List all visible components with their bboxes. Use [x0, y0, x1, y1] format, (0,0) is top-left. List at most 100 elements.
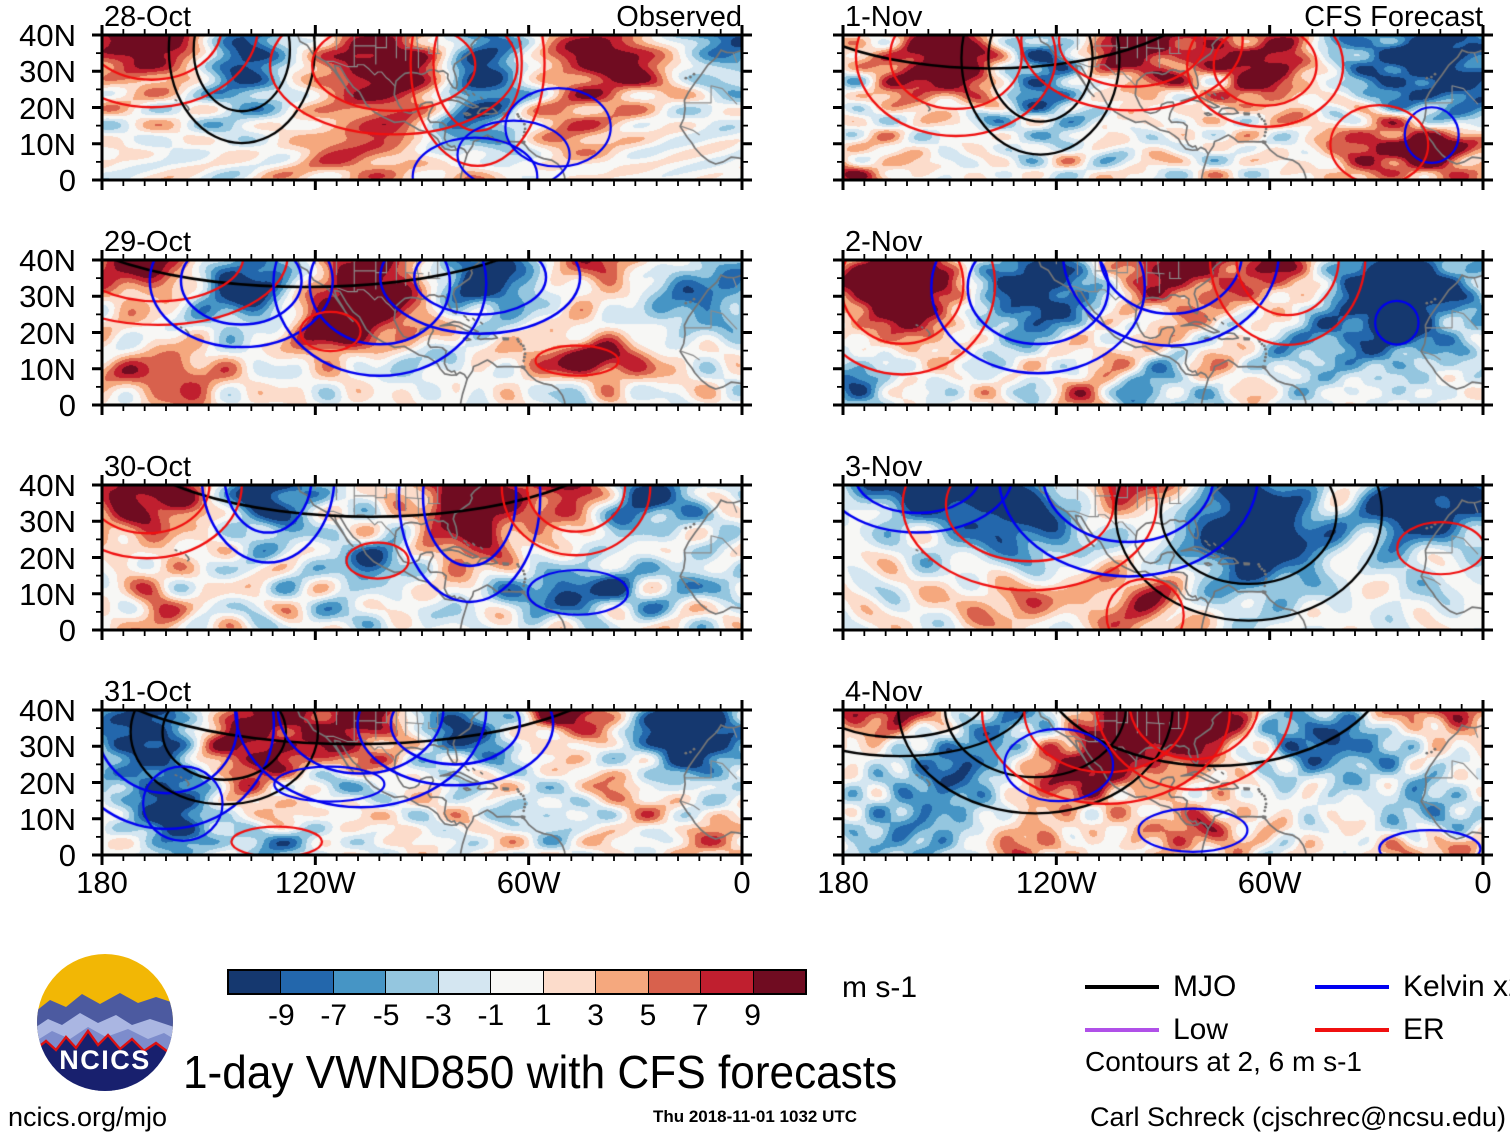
colorbar-tick-label: -1: [477, 999, 505, 1032]
legend-label-low: Low: [1173, 1013, 1229, 1046]
colorbar-tick-label: -9: [268, 999, 295, 1032]
y-axis-tick-label: 10N: [19, 576, 76, 612]
x-axis-tick-label: 120W: [274, 865, 356, 900]
colorbar-unit-label: m s-1: [842, 971, 917, 1004]
y-axis-tick-label: 10N: [19, 126, 76, 162]
panel-frame-ticks: [92, 250, 752, 415]
map-canvas-2-nov: [843, 260, 1483, 405]
map-panel-4-nov: 4-Nov: [833, 677, 1493, 865]
colorbar-cell: [438, 971, 492, 993]
colorbar-cell: [491, 971, 544, 993]
panel-frame-ticks: [833, 250, 1493, 415]
panel-date-label: 2-Nov: [845, 226, 923, 258]
x-axis-tick-label: 0: [733, 865, 751, 900]
y-axis-tick-label: 20N: [19, 315, 76, 351]
y-axis-tick-label: 0: [58, 838, 76, 873]
panel-frame-ticks: [833, 25, 1493, 190]
colorbar-cell: [281, 971, 334, 993]
y-axis-tick-label: 40N: [19, 243, 76, 278]
er-line-swatch: [1315, 1028, 1389, 1032]
y-axis-tick-label: 0: [58, 163, 76, 198]
panel-frame-ticks: [92, 700, 752, 865]
map-canvas-30-oct: [102, 485, 742, 630]
panel-date-label: 1-Nov: [845, 1, 923, 33]
map-canvas-3-nov: [843, 485, 1483, 630]
y-axis-tick-label: 40N: [19, 468, 76, 503]
map-panel-1-nov: 1-Nov CFS Forecast: [833, 2, 1493, 190]
colorbar-tick-label: -3: [425, 999, 452, 1032]
panel-source-tag: CFS Forecast: [1304, 1, 1483, 33]
x-axis-tick-label: 60W: [496, 865, 561, 900]
panel-frame-ticks: [92, 25, 752, 190]
colorbar-cell: [229, 971, 282, 993]
y-axis-tick-label: 40N: [19, 693, 76, 728]
y-axis-tick-label: 30N: [19, 54, 76, 90]
colorbar-tick-label: 9: [744, 999, 761, 1032]
colorbar-cell: [648, 971, 702, 993]
map-canvas-29-oct: [102, 260, 742, 405]
kelvin-line-swatch: [1315, 985, 1389, 989]
timestamp: Thu 2018-11-01 1032 UTC: [652, 1107, 858, 1126]
y-axis-tick-label: 20N: [19, 540, 76, 576]
map-panel-29-oct: 29-Oct: [92, 227, 752, 415]
y-axis-tick-label: 40N: [19, 18, 76, 53]
map-canvas-28-oct: [102, 35, 742, 180]
map-panel-30-oct: 30-Oct: [92, 452, 752, 640]
y-axis-tick-label: 20N: [19, 90, 76, 126]
panel-date-label: 4-Nov: [845, 676, 923, 708]
legend-label-mjo: MJO: [1173, 970, 1237, 1003]
y-axis-tick-label: 30N: [19, 504, 76, 540]
colorbar-cell: [753, 971, 805, 993]
panel-source-tag: Observed: [616, 1, 742, 33]
colorbar-cell: [386, 971, 439, 993]
x-axis-tick-label: 180: [817, 865, 869, 900]
panel-frame-ticks: [92, 475, 752, 640]
y-axis-tick-label: 30N: [19, 279, 76, 315]
colorbar-tick-label: -7: [320, 999, 348, 1032]
legend-label-er: ER: [1403, 1013, 1445, 1046]
map-canvas-1-nov: [843, 35, 1483, 180]
colorbar-cell: [333, 971, 387, 993]
contour-levels-note: Contours at 2, 6 m s-1: [1085, 1046, 1363, 1077]
colorbar-tick-label: 3: [587, 999, 604, 1032]
page-title: 1-day VWND850 with CFS forecasts: [183, 1046, 898, 1098]
map-panel-31-oct: 31-Oct: [92, 677, 752, 865]
map-canvas-31-oct: [102, 710, 742, 855]
panel-date-label: 28-Oct: [104, 1, 192, 33]
map-panel-3-nov: 3-Nov: [833, 452, 1493, 640]
y-axis-tick-label: 30N: [19, 729, 76, 765]
x-axis-tick-label: 60W: [1237, 865, 1302, 900]
panel-frame-ticks: [833, 475, 1493, 640]
low-line-swatch: [1085, 1028, 1159, 1032]
panel-frame-ticks: [833, 700, 1493, 865]
credit: Carl Schreck (cjschrec@ncsu.edu): [1089, 1102, 1506, 1132]
map-canvas-4-nov: [843, 710, 1483, 855]
y-axis-tick-label: 0: [58, 388, 76, 423]
panel-date-label: 30-Oct: [104, 451, 192, 483]
y-axis-tick-label: 0: [58, 613, 76, 648]
colorbar-cell: [701, 971, 754, 993]
x-axis-tick-label: 0: [1474, 865, 1492, 900]
ncics-logo: NCICS: [37, 954, 173, 1091]
x-axis-tick-label: 120W: [1015, 865, 1097, 900]
colorbar-tick-label: 7: [691, 999, 709, 1032]
mjo-line-swatch: [1085, 985, 1159, 989]
logo-ridge-line: [37, 1028, 173, 1054]
y-axis-tick-label: 20N: [19, 765, 76, 801]
map-panel-28-oct: 28-Oct Observed: [92, 2, 752, 190]
colorbar-cell: [543, 971, 597, 993]
colorbar-tick-label: -5: [372, 999, 400, 1032]
y-axis-tick-label: 10N: [19, 351, 76, 387]
logo-base: [37, 1031, 173, 1091]
panel-date-label: 3-Nov: [845, 451, 923, 483]
logo-text: NCICS: [59, 1045, 151, 1075]
x-axis-tick-label: 180: [76, 865, 128, 900]
site-link: ncics.org/mjo: [8, 1102, 168, 1132]
legend-label-kelvin: Kelvin x2: [1403, 970, 1510, 1003]
map-panel-2-nov: 2-Nov: [833, 227, 1493, 415]
y-axis-tick-label: 10N: [19, 801, 76, 837]
panel-date-label: 29-Oct: [104, 226, 192, 258]
colorbar-tick-label: 5: [639, 999, 657, 1032]
colorbar-cell: [596, 971, 649, 993]
